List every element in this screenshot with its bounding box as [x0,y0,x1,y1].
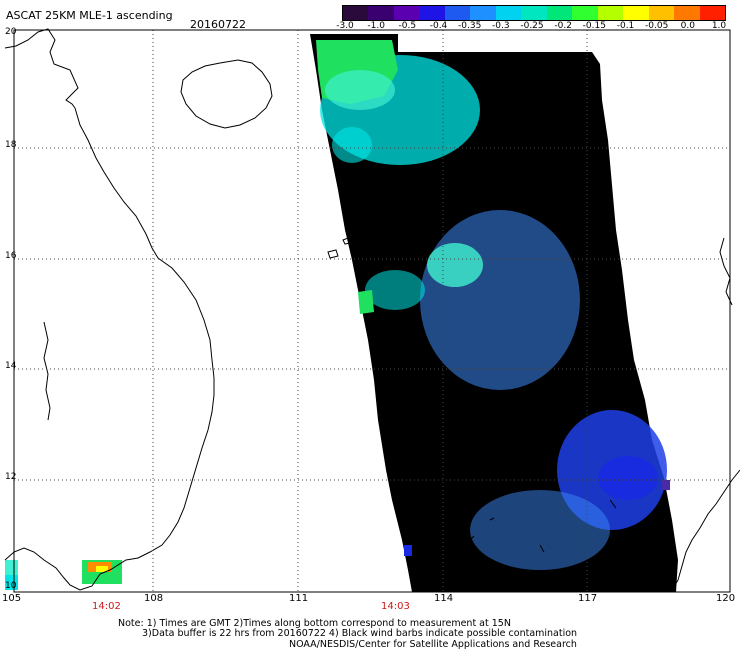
colorbar-label: -3.0 [336,21,354,31]
colorbar-swatch [546,6,573,20]
island-spratly-2 [489,517,495,521]
product-title: ASCAT 25KM MLE-1 ascending [6,9,173,22]
colorbar-swatch [470,6,496,20]
colorbar-swatch [597,6,624,20]
colorbar-swatch [699,6,726,20]
swath-cyan-west [365,270,425,310]
swath-patch-sw-2 [5,575,18,590]
lat-label-16: 16 [5,251,17,261]
colorbar-label: -0.05 [645,21,669,31]
colorbar-swatch [623,6,649,20]
island-spratly-5 [609,499,617,509]
product-date: 20160722 [190,18,246,31]
note-line-1: Note: 1) Times are GMT 2)Times along bot… [118,618,511,629]
note-line-2: 3)Data buffer is 22 hrs from 20160722 4)… [142,628,578,639]
swath-light-band [420,210,580,390]
swath-cyan-18n [332,127,372,163]
colorbar-label: -0.25 [520,21,544,31]
swath-light-south [470,490,610,570]
colorbar-label: -0.5 [398,21,417,31]
colorbar-swatch [343,6,369,20]
swath-patch-gulf-3 [96,566,108,572]
coastlines [4,28,740,591]
colorbar-swatch [368,6,394,20]
swath-darker-east [598,456,658,500]
china-coast [4,28,79,109]
swath-purple-1 [662,480,670,490]
island-spratly-4 [539,544,545,553]
colorbar-swatch [674,6,700,20]
swath-green-west [358,290,374,314]
lat-lon-grid [14,30,730,592]
island-spratly-3 [469,535,475,541]
swath-aqua-16n [427,243,483,287]
colorbar-swatch [521,6,547,20]
vietnam-coast [74,107,215,575]
swath-purple-2 [404,545,412,556]
lon-label-117: 117 [578,593,598,604]
gulf-coast [4,547,101,591]
lat-label-18: 18 [5,140,17,150]
hainan-coast [180,59,273,129]
colorbar-label: -0.4 [429,21,448,31]
time-label-1402: 14:02 [92,601,121,612]
lon-label-105: 105 [2,593,22,604]
swath-green-blend [325,70,395,110]
lat-label-12: 12 [5,472,17,482]
island-paracel-2 [342,237,351,245]
colorbar-swatch [419,6,445,20]
lat-label-10: 10 [5,581,17,591]
ascat-swath [5,34,678,592]
colorbar-label: -1.0 [367,21,385,31]
colorbar-swatch [444,6,471,20]
time-label-1403: 14:03 [381,601,410,612]
map-frame [13,29,731,593]
lon-label-111: 111 [289,593,309,604]
colorbar-label: -0.3 [492,21,510,31]
palawan-coast [671,469,740,591]
colorbar-swatch [648,6,675,20]
island-paracel-1 [327,249,339,259]
colorbar-swatch [572,6,598,20]
lat-label-20: 20 [5,27,17,37]
colorbar-label: 1.0 [711,21,727,31]
note-line-3: NOAA/NESDIS/Center for Satellite Applica… [289,639,577,650]
colorbar [342,5,726,21]
lon-label-114: 114 [434,593,454,604]
colorbar-label: 0.0 [680,21,695,31]
colorbar-swatch [393,6,420,20]
colorbar-label: -0.35 [458,21,482,31]
inland-line [43,321,51,421]
colorbar-swatch [495,6,522,20]
colorbar-label: -0.2 [554,21,572,31]
colorbar-label: -0.15 [582,21,606,31]
colorbar-label: -0.1 [616,21,635,31]
island-spratly-1 [459,507,465,513]
lon-label-108: 108 [144,593,164,604]
lat-label-14: 14 [5,361,17,371]
philippines-coast [719,237,733,306]
lon-label-120: 120 [716,593,736,604]
